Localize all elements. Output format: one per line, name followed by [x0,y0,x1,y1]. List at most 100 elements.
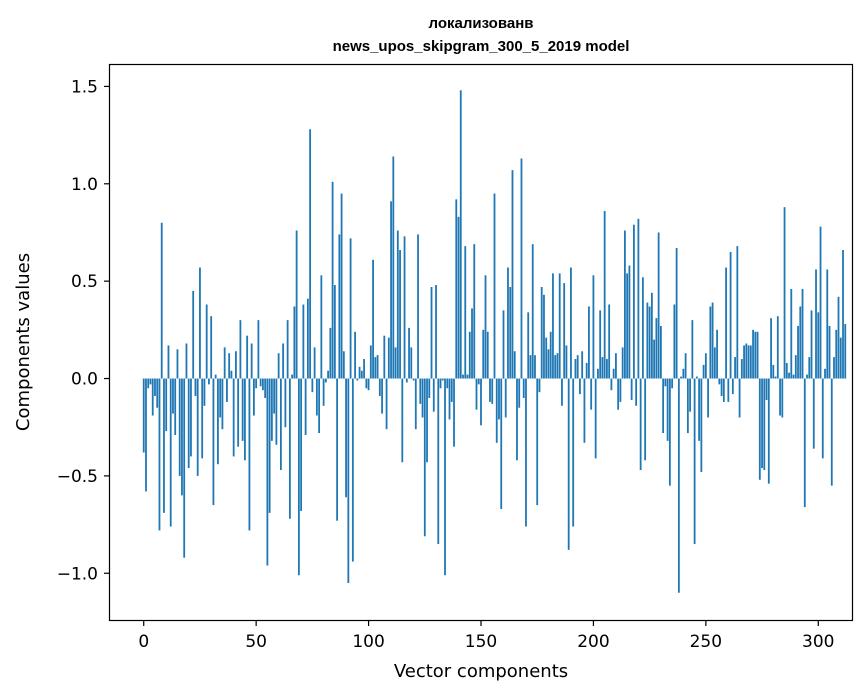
bar-component-67 [293,306,296,379]
bar-component-297 [810,310,813,379]
bar-component-48 [250,343,253,379]
bar-component-213 [621,347,624,379]
bar-component-217 [630,378,633,400]
bar-component-29 [208,378,210,385]
bar-component-174 [534,355,536,379]
bar-component-63 [284,378,287,428]
bar-component-131 [437,378,440,545]
x-tick-label: 100 [352,632,384,652]
bar-component-3 [149,378,152,385]
bar-component-147 [473,244,476,379]
bar-component-212 [619,378,622,402]
bar-component-101 [369,345,372,379]
bar-component-95 [356,378,359,381]
bar-component-253 [711,302,714,379]
bar-component-192 [574,359,577,379]
bar-component-289 [792,374,795,379]
x-axis-label: Vector components [394,661,568,682]
bar-component-220 [637,218,640,379]
bar-component-299 [815,269,817,379]
bar-component-223 [644,378,647,461]
bar-component-42 [237,378,240,447]
bar-component-211 [617,378,620,410]
bar-series [142,90,847,593]
bar-component-137 [450,378,453,402]
bar-component-167 [518,378,521,408]
y-tick-label: −0.5 [57,467,98,487]
chart-title-line-2: news_upos_skipgram_300_5_2019 model [333,38,630,55]
bar-component-225 [648,306,651,379]
bar-component-97 [360,370,363,379]
bar-component-166 [516,378,518,461]
bar-component-198 [588,306,590,379]
bar-component-270 [749,345,752,379]
bar-component-269 [747,345,750,379]
bar-component-23 [194,378,197,397]
bar-component-83 [329,327,332,379]
bar-component-120 [412,378,415,381]
bar-component-140 [457,216,460,379]
bar-component-294 [803,378,806,508]
bar-component-79 [320,275,323,379]
bar-component-145 [468,331,471,379]
bar-component-236 [673,304,676,379]
bar-component-36 [223,347,226,379]
bar-component-264 [736,246,739,379]
bar-component-114 [399,250,401,379]
bar-component-119 [410,347,413,379]
bar-component-54 [264,378,267,398]
bar-component-51 [257,320,260,379]
bar-component-123 [419,378,422,404]
bar-component-115 [401,378,404,463]
bar-component-305 [828,325,831,379]
bar-component-153 [486,331,489,379]
bar-component-73 [306,298,309,379]
bar-component-184 [556,353,559,379]
bar-component-4 [151,378,154,416]
bar-component-20 [187,378,190,469]
bar-component-224 [646,302,649,379]
bar-component-88 [340,193,343,379]
bar-component-172 [529,355,532,379]
bar-component-35 [221,378,224,430]
bar-component-27 [203,378,206,406]
bar-component-240 [682,368,685,379]
bar-component-276 [763,378,766,471]
bar-component-81 [324,378,327,383]
bar-component-209 [612,368,615,379]
bar-component-216 [628,265,631,379]
bar-component-280 [772,364,775,379]
bar-component-118 [408,327,410,379]
bar-component-178 [543,294,545,379]
bar-component-96 [358,366,361,379]
y-tick-label: 0.0 [71,370,98,390]
bar-component-248 [700,378,703,472]
bar-component-66 [291,374,294,379]
bar-component-301 [819,226,822,379]
bar-component-249 [702,364,705,379]
bar-component-309 [837,296,840,379]
x-tick-label: 0 [138,632,149,652]
bar-component-50 [255,378,258,389]
bar-component-104 [376,355,379,379]
bar-component-112 [394,347,397,379]
bar-component-11 [167,345,170,379]
bar-component-263 [734,357,736,379]
bar-component-237 [675,248,678,379]
bar-component-82 [327,370,329,379]
bar-component-200 [592,275,595,379]
bar-component-59 [275,378,278,445]
bar-component-15 [176,349,179,379]
bar-component-199 [590,378,593,410]
bar-component-259 [725,267,727,379]
bar-component-155 [491,378,494,404]
bar-component-168 [520,158,523,379]
bar-component-157 [495,378,498,443]
bar-component-173 [531,244,534,379]
bar-component-307 [833,357,835,379]
bar-component-130 [435,285,437,379]
bar-component-191 [572,378,575,527]
bar-component-304 [826,269,829,379]
bar-component-226 [650,292,653,379]
bar-component-53 [262,378,264,391]
